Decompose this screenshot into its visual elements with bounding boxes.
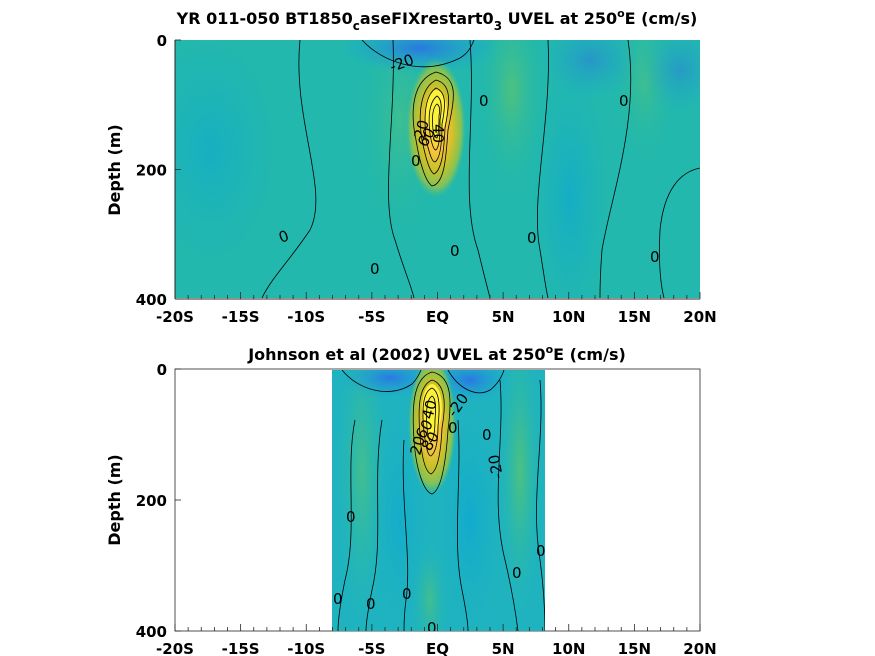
x-tick-label: -5S	[358, 640, 385, 656]
y-tick-label: 200	[136, 162, 167, 180]
y-tick-label: 400	[136, 291, 167, 309]
y-tick-label: 0	[157, 32, 167, 50]
contour-label: 0	[448, 419, 458, 437]
contour-label: 0	[527, 229, 537, 247]
x-tick-label: 5N	[492, 308, 515, 326]
x-tick-label: -10S	[287, 640, 325, 656]
contour-label: 0	[619, 92, 629, 110]
y-tick-label: 200	[136, 492, 167, 510]
x-tick-label: -20S	[156, 308, 194, 326]
contour-label: -20	[485, 453, 507, 480]
panel-2-field: -20 -20 0 0 0 0 0 0 0 0 0 20 40 60 80	[332, 370, 546, 637]
contour-label: 20	[410, 118, 432, 141]
contour-label: 0	[370, 260, 380, 278]
panel-1-field: -20 0 0 0 0 0 0 0 0 20 40 60	[175, 40, 700, 298]
contour-label: 0	[479, 92, 489, 110]
contour-label: 0	[650, 248, 660, 266]
panel-2: -20 -20 0 0 0 0 0 0 0 0 0 20 40 60 80 -2…	[105, 343, 717, 656]
x-tick-label: 15N	[618, 640, 651, 656]
contour-label: 40	[429, 124, 447, 143]
contour-label: 0	[411, 152, 421, 170]
contour-label: 0	[366, 595, 376, 613]
panel-2-ylabel: Depth (m)	[105, 454, 124, 546]
contour-label: 0	[346, 508, 356, 526]
y-tick-label: 400	[136, 623, 167, 641]
x-tick-label: 10N	[552, 308, 585, 326]
x-tick-label: 15N	[618, 308, 651, 326]
contour-label: 0	[427, 619, 437, 637]
x-tick-label: 5N	[492, 640, 515, 656]
contour-label: 0	[333, 590, 343, 608]
x-tick-label: 10N	[552, 640, 585, 656]
x-tick-label: -5S	[358, 308, 385, 326]
contour-label: 40	[418, 398, 440, 421]
contour-label: 0	[450, 242, 460, 260]
x-tick-label: -15S	[222, 640, 260, 656]
x-tick-label: -15S	[222, 308, 260, 326]
contour-label: 0	[402, 585, 412, 603]
panel-1-title: YR 011-050 BT1850caseFIXrestart03 UVEL a…	[176, 7, 698, 33]
x-tick-label: -20S	[156, 640, 194, 656]
y-tick-label: 0	[157, 361, 167, 379]
x-tick-label: -10S	[287, 308, 325, 326]
contour-label: 0	[512, 564, 522, 582]
panel-2-title: Johnson et al (2002) UVEL at 250oE (cm/s…	[247, 343, 626, 364]
contour-label: 20	[406, 434, 428, 457]
contour-label: 0	[482, 426, 492, 444]
contour-label: 0	[536, 542, 546, 560]
x-tick-label: 20N	[683, 640, 716, 656]
x-tick-label: 20N	[683, 308, 716, 326]
x-tick-label: EQ	[426, 640, 449, 656]
panel-1-ylabel: Depth (m)	[105, 124, 124, 216]
x-tick-label: EQ	[426, 308, 449, 326]
panel-1: -20 0 0 0 0 0 0 0 0 20 40 60 -20S -15S -10…	[105, 7, 717, 326]
